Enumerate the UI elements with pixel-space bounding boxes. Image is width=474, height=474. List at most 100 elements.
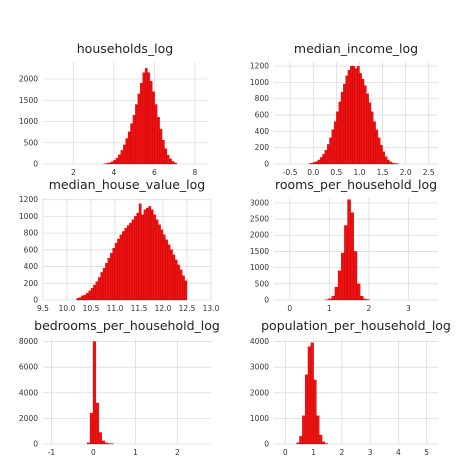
histogram-bar xyxy=(174,259,178,301)
y-tick-label: 4000 xyxy=(19,388,38,397)
y-tick-label: 2000 xyxy=(19,75,38,84)
y-tick-label: 200 xyxy=(24,279,39,288)
y-tick-label: 800 xyxy=(255,94,270,103)
histogram-bar xyxy=(100,272,104,301)
histogram-bar xyxy=(106,163,109,165)
histogram-bar xyxy=(341,252,345,301)
x-tick-label: 8 xyxy=(192,168,197,177)
histogram-bar xyxy=(337,270,342,301)
histogram-bar xyxy=(154,104,158,165)
histogram-bar xyxy=(113,160,117,165)
histogram-bar xyxy=(125,138,129,165)
panel-title: rooms_per_household_log xyxy=(275,177,437,192)
histogram-bar xyxy=(382,151,386,165)
histogram-bar xyxy=(93,284,96,301)
x-tick-label: 2 xyxy=(366,304,371,313)
histogram-bar xyxy=(174,162,177,165)
histogram-bar xyxy=(76,298,80,301)
histogram-bar xyxy=(141,214,144,301)
y-tick-label: 1000 xyxy=(250,414,269,423)
histogram-bar xyxy=(102,268,106,301)
histogram-bar xyxy=(78,297,82,301)
histogram-bar xyxy=(83,294,87,301)
histogram-bar xyxy=(152,91,155,165)
histogram-bar xyxy=(366,93,369,165)
histogram-bar xyxy=(370,111,374,165)
histogram-bar xyxy=(356,283,361,301)
x-tick-label: 0.0 xyxy=(307,168,319,177)
histogram-bar xyxy=(142,72,146,165)
y-tick-label: 3000 xyxy=(250,363,269,372)
histogram-panel-0: households_log 0 500 1000 1500 2000 2 4 6 8 xyxy=(19,41,207,177)
histogram-bar xyxy=(170,249,173,301)
histogram-bar xyxy=(134,216,137,301)
x-tick-label: 12.0 xyxy=(155,304,172,313)
histogram-bar xyxy=(132,114,136,165)
y-tick-label: 0 xyxy=(33,440,38,449)
y-tick-label: 200 xyxy=(255,143,270,152)
histogram-bar xyxy=(320,157,323,165)
y-tick-label: 600 xyxy=(24,245,39,254)
histogram-bar xyxy=(182,275,185,301)
histogram-bar xyxy=(315,161,319,165)
histogram-bar xyxy=(95,281,99,301)
histogram-bar xyxy=(110,161,114,165)
histogram-bar xyxy=(150,209,154,301)
histogram-bar xyxy=(88,290,92,301)
x-tick-label: 6 xyxy=(152,168,157,177)
y-tick-label: 1000 xyxy=(19,117,38,126)
histogram-bar xyxy=(110,253,113,301)
histogram-bar xyxy=(138,203,142,301)
y-tick-label: 0 xyxy=(264,440,269,449)
histogram-bar xyxy=(144,68,148,165)
histogram-bar xyxy=(324,443,328,445)
histogram-bar xyxy=(130,123,134,165)
histogram-bar xyxy=(321,441,326,445)
histogram-bar xyxy=(92,341,97,445)
histogram-bar xyxy=(107,443,111,445)
x-tick-label: 1.0 xyxy=(353,168,365,177)
histogram-bar xyxy=(345,75,349,165)
y-tick-label: 8000 xyxy=(19,337,38,346)
y-tick-label: 1500 xyxy=(250,247,269,256)
histogram-panel-1: median_income_log 0 200 400 600 800 1000 1200 -0… xyxy=(250,41,438,177)
y-tick-label: 800 xyxy=(24,229,39,238)
histogram-bar xyxy=(326,144,330,165)
histogram-bar xyxy=(118,154,121,165)
histogram-bar xyxy=(357,65,360,165)
histogram-bar xyxy=(112,248,116,301)
histogram-bar xyxy=(95,402,100,445)
histogram-bar xyxy=(333,121,337,165)
x-tick-label: 0.5 xyxy=(330,168,342,177)
histogram-bar xyxy=(296,442,300,445)
histogram-bar xyxy=(124,227,128,301)
histogram-bar xyxy=(389,161,392,165)
y-tick-label: 1200 xyxy=(19,195,38,204)
histogram-bar xyxy=(310,342,314,445)
y-tick-label: 1000 xyxy=(19,212,38,221)
histogram-bar xyxy=(347,199,351,301)
y-tick-label: 0 xyxy=(33,296,38,305)
histogram-bar xyxy=(179,269,183,301)
histogram-bar xyxy=(353,251,358,301)
histogram-bar xyxy=(380,145,383,165)
histogram-bar xyxy=(316,415,320,445)
plot-area xyxy=(274,339,438,444)
histogram-bar xyxy=(350,212,354,301)
histogram-bar xyxy=(310,163,314,165)
histogram-bar xyxy=(153,214,156,301)
histogram-bar xyxy=(352,65,355,165)
histogram-bar xyxy=(158,224,161,301)
histogram-bar xyxy=(299,436,303,445)
x-tick-label: 0 xyxy=(283,448,288,457)
histogram-bar xyxy=(101,440,105,445)
x-tick-label: 2 xyxy=(175,448,180,457)
histogram-bar xyxy=(143,209,147,301)
histogram-bar xyxy=(148,206,152,301)
histogram-bar xyxy=(115,157,119,165)
panel-title: households_log xyxy=(77,41,174,56)
histogram-bar xyxy=(340,92,344,165)
histogram-bar xyxy=(140,83,143,165)
histogram-bar xyxy=(114,242,118,301)
histogram-bar xyxy=(324,149,328,165)
